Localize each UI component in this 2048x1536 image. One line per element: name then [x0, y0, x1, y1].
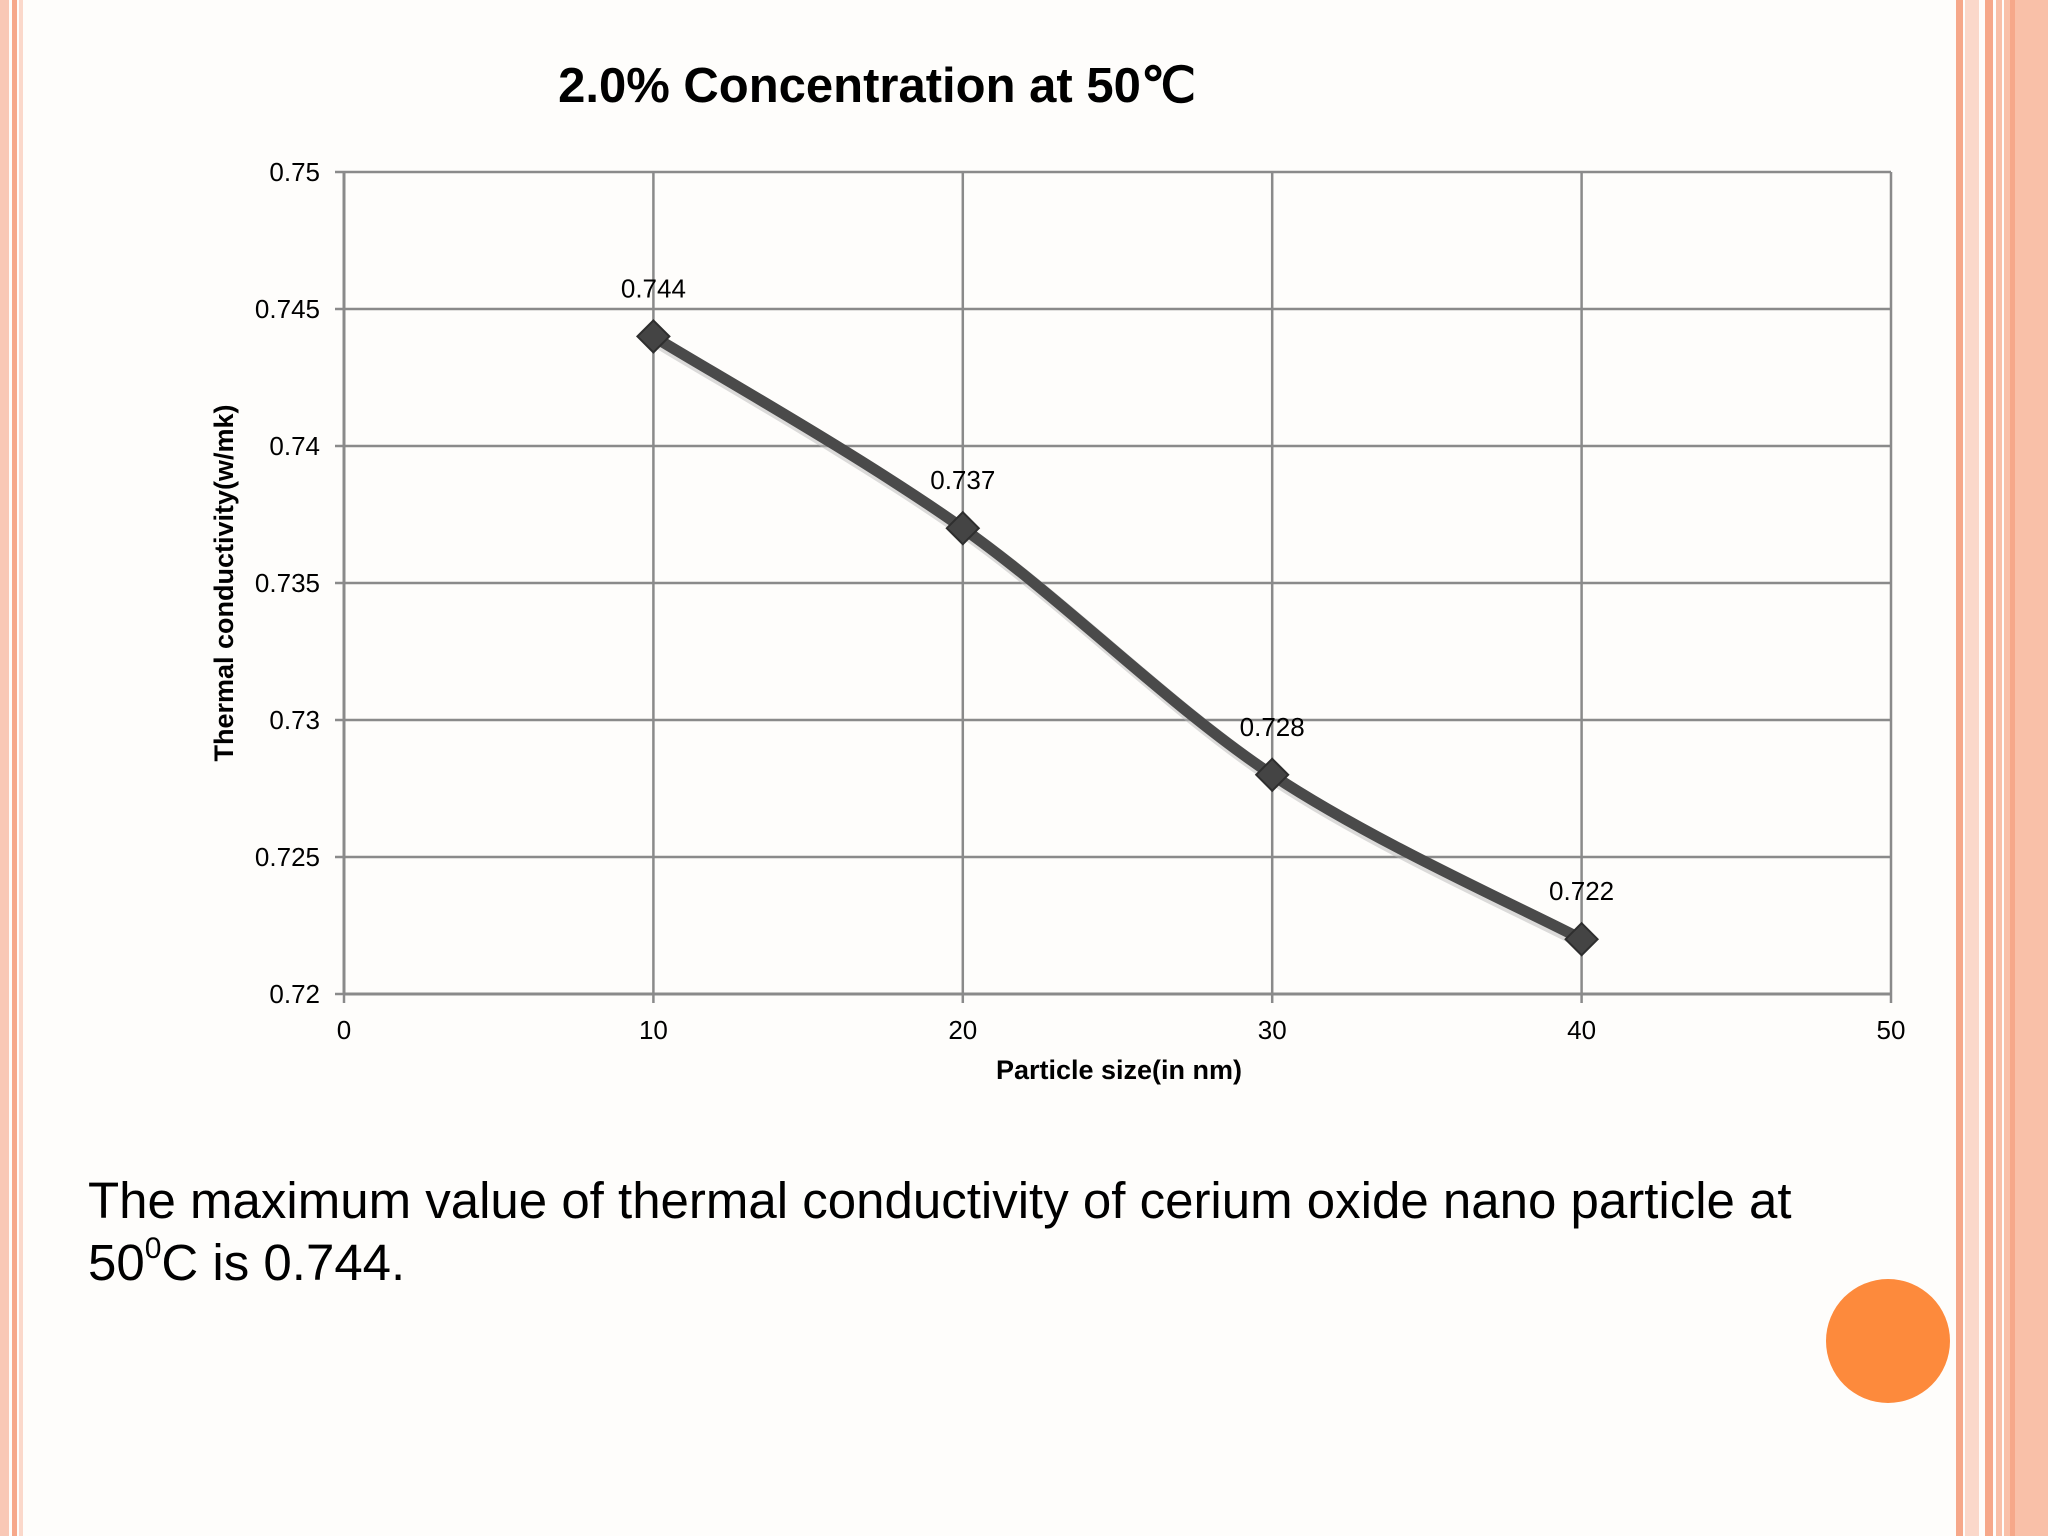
series-line — [647, 330, 1592, 951]
data-markers — [635, 318, 1600, 957]
x-tick-label: 40 — [1567, 1015, 1596, 1045]
x-tick-label: 30 — [1258, 1015, 1287, 1045]
decorative-orange-circle — [1826, 1279, 1950, 1403]
data-labels: 0.744 0.737 0.728 0.722 — [621, 273, 1614, 906]
slide-caption: The maximum value of thermal conductivit… — [88, 1170, 1848, 1294]
line-chart: 2.0% Concentration at 50℃ 0.720.7250.730… — [209, 59, 1906, 1085]
data-point-marker — [1254, 757, 1290, 793]
x-tick-label: 20 — [948, 1015, 977, 1045]
data-label: 0.722 — [1549, 876, 1614, 906]
y-tick-label: 0.73 — [269, 705, 320, 735]
series-shadow — [649, 333, 1592, 951]
y-tick-label: 0.74 — [269, 431, 320, 461]
data-label: 0.728 — [1240, 712, 1305, 742]
caption-tail: C is 0.744. — [161, 1234, 406, 1291]
y-tick-label: 0.725 — [255, 842, 320, 872]
x-tick-label: 50 — [1877, 1015, 1906, 1045]
x-axis-title: Particle size(in nm) — [996, 1055, 1242, 1085]
x-tick-label: 10 — [639, 1015, 668, 1045]
y-tick-label: 0.745 — [255, 294, 320, 324]
grid — [342, 170, 1893, 996]
data-point-marker — [945, 510, 981, 546]
x-tick-label: 0 — [337, 1015, 351, 1045]
left-decorative-border — [0, 0, 23, 1536]
caption-main: The maximum value of thermal conductivit… — [88, 1172, 1792, 1291]
right-decorative-border — [1956, 0, 2048, 1536]
axes: 0.72 0.725 0.73 0.735 0.74 0.745 0.75 0 10 20 30 40… — [255, 157, 1906, 1045]
y-tick-label: 0.75 — [269, 157, 320, 187]
data-point-marker — [635, 318, 671, 354]
y-tick-label: 0.72 — [269, 979, 320, 1009]
data-label: 0.744 — [621, 273, 686, 303]
caption-superscript: 0 — [144, 1232, 162, 1265]
data-label: 0.737 — [930, 465, 995, 495]
y-tick-label: 0.735 — [255, 568, 320, 598]
data-point-marker — [1564, 921, 1600, 957]
series-path — [647, 330, 1588, 945]
y-axis-title: Thermal conductivity(w/mk) — [209, 404, 239, 761]
chart-title: 2.0% Concentration at 50℃ — [558, 59, 1196, 113]
